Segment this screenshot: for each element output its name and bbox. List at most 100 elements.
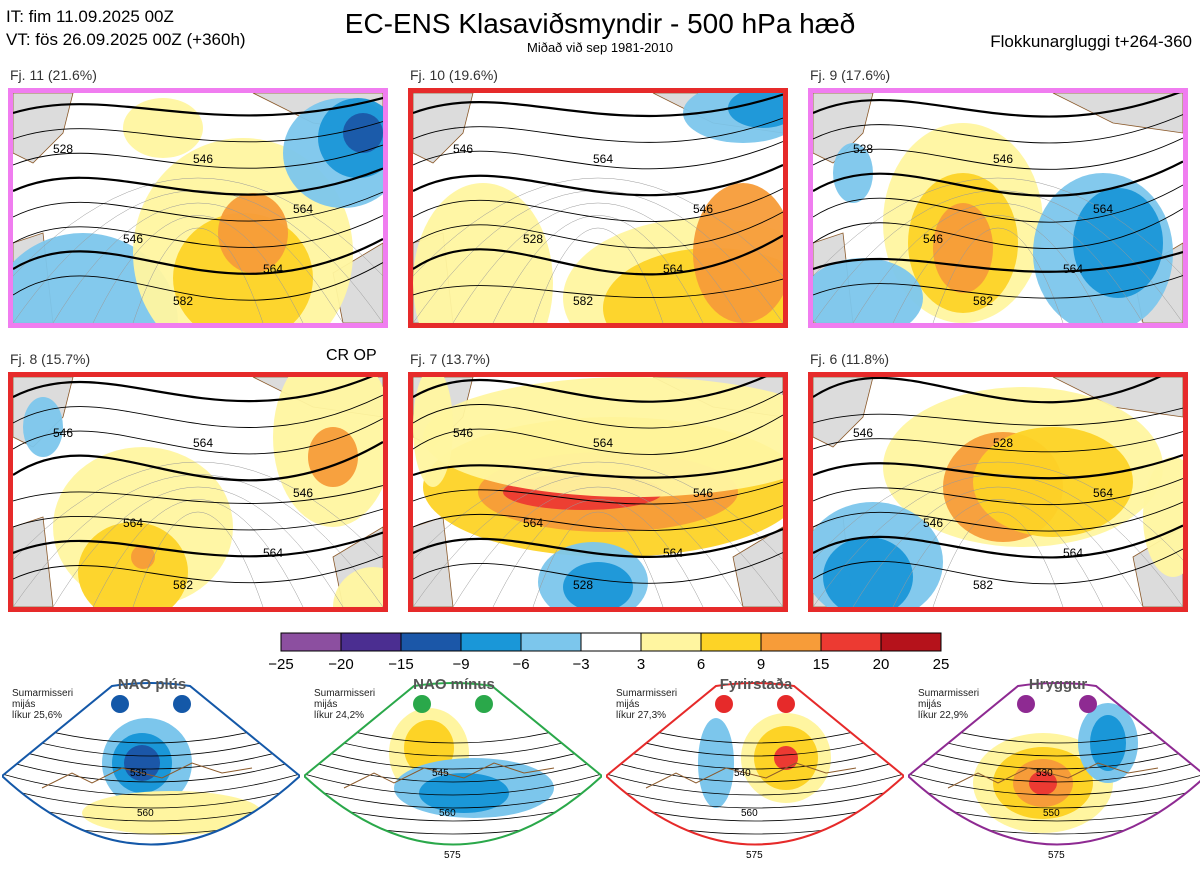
contour-label: 546 (693, 202, 713, 216)
regime-note-line: Sumarmisseri (616, 688, 678, 699)
height-contour (813, 275, 1183, 299)
regime-note-line: mijás (314, 699, 338, 710)
colorbar-tick: 20 (872, 656, 890, 673)
anomaly-area (82, 791, 262, 835)
contour-label: 564 (593, 436, 613, 450)
coastline (41, 762, 253, 789)
height-contour (606, 773, 904, 796)
contour-label: 560 (439, 808, 456, 819)
graticule-line (813, 177, 1183, 277)
height-contour (413, 481, 783, 505)
regime-map: 530 550 575 (908, 682, 1200, 861)
anomaly-area (419, 773, 509, 813)
contour-label: 546 (193, 152, 213, 166)
height-contour (413, 93, 783, 118)
height-contour (908, 787, 1200, 809)
contour-label: 575 (444, 850, 461, 861)
contour-label: 564 (263, 546, 283, 560)
contour-label: 560 (137, 808, 154, 819)
contour-label: 546 (923, 516, 943, 530)
height-contour (413, 278, 783, 299)
graticule-line (852, 202, 1144, 323)
anomaly-area (124, 745, 160, 781)
height-contour (606, 759, 904, 783)
height-contour (13, 377, 373, 403)
page-subtitle: Miðað við sep 1981-2010 (527, 40, 673, 55)
height-contour (13, 121, 383, 143)
anomaly-area (563, 562, 633, 607)
contour-label: 582 (573, 294, 593, 308)
height-contour (13, 555, 383, 584)
contour-label: 528 (573, 578, 593, 592)
regime-border (2, 682, 300, 846)
contour-label: 546 (923, 232, 943, 246)
colorbar-tick: −20 (328, 656, 354, 673)
land-shape (13, 516, 54, 607)
cluster-map-10: 546 564 528 546 564 582 (408, 88, 788, 328)
height-contour (813, 250, 1183, 273)
land-shape (1052, 377, 1183, 418)
anomaly-area (833, 143, 873, 203)
graticule-line (892, 215, 1104, 323)
regime-map: 535 560 (2, 682, 300, 846)
graticule-line (13, 474, 383, 607)
contour-label: 564 (1063, 262, 1083, 276)
height-contour (413, 141, 783, 170)
colorbar-swatch (880, 632, 942, 652)
graticule-line (13, 461, 383, 561)
contour-label: 545 (432, 768, 449, 779)
colorbar-tick: −25 (268, 656, 294, 673)
anomaly-area (218, 193, 288, 273)
height-contour (413, 505, 783, 531)
height-contour (304, 773, 602, 796)
regime-note-line: líkur 24,2% (314, 710, 365, 721)
height-contour (813, 93, 1181, 118)
regime-map: 540 560 575 (606, 682, 904, 861)
contour-label: 564 (263, 262, 283, 276)
panel-label-2: Fj. 10 (19.6%) (410, 67, 498, 83)
height-contour (413, 391, 783, 429)
contour-label: 560 (741, 808, 758, 819)
height-contour (813, 431, 1183, 453)
contour-label: 564 (1093, 202, 1113, 216)
contour-label: 546 (293, 486, 313, 500)
height-contour (13, 191, 383, 222)
height-contour (413, 377, 767, 403)
colorbar-swatch (700, 632, 762, 652)
regime-title: NAO mínus (413, 676, 495, 693)
graticule-line (92, 499, 304, 607)
cluster-map-11: 528 546 546 564 564 582 (8, 88, 388, 328)
cluster-map-7: 546 564 564 546 564 528 (408, 372, 788, 612)
graticule-line (532, 227, 664, 323)
regime-note-line: líkur 27,3% (616, 710, 667, 721)
height-contour (413, 457, 783, 479)
height-contour (304, 759, 602, 783)
init-time: IT: fim 11.09.2025 00Z (6, 7, 174, 26)
contour-label: 535 (130, 768, 147, 779)
graticule-line (452, 202, 744, 323)
contour-label: 575 (1048, 850, 1065, 861)
regime-note-line: mijás (616, 699, 640, 710)
graticule-line (492, 499, 704, 607)
colorbar-swatch (280, 632, 342, 652)
window-label: Flokkunargluggi t+264-360 (990, 32, 1192, 51)
graticule-line (132, 227, 264, 323)
map-canvas: 546 564 564 546 564 528 (413, 377, 783, 607)
graticule-line (852, 486, 1144, 607)
height-contour (13, 531, 383, 558)
coastline (645, 762, 857, 789)
height-contour (813, 407, 1183, 426)
panel-label-5: Fj. 7 (13.7%) (410, 351, 491, 367)
colorbar-swatch (400, 632, 462, 652)
height-contour (908, 759, 1200, 783)
anomaly-area (343, 113, 383, 153)
regime-note-line: Sumarmisseri (12, 688, 74, 699)
height-contour (13, 485, 383, 504)
page-title: EC-ENS Klasaviðsmyndir - 500 hPa hæð (344, 8, 856, 39)
colorbar-tick: 3 (636, 656, 646, 673)
height-contour (13, 394, 383, 428)
colorbar-swatch (520, 632, 582, 652)
height-contour (2, 787, 300, 809)
height-contour (813, 377, 1162, 404)
regime-indicator-dot (475, 695, 493, 713)
